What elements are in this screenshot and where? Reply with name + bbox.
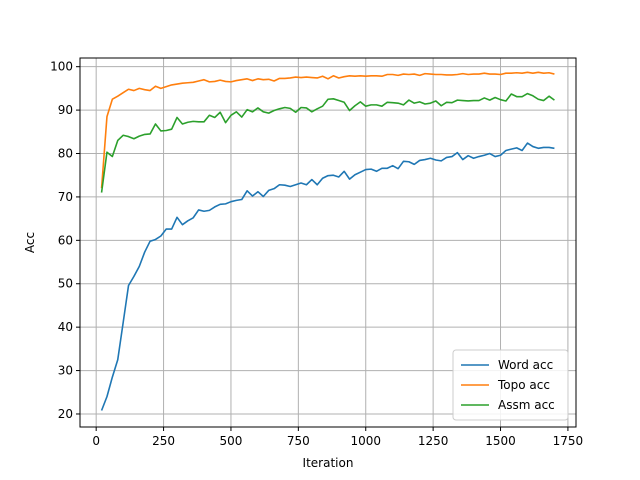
y-tick-label: 50: [58, 277, 73, 291]
x-tick-label: 1500: [485, 434, 516, 448]
y-axis-label: Acc: [23, 232, 37, 253]
x-tick-label: 500: [220, 434, 243, 448]
y-tick-label: 90: [58, 103, 73, 117]
legend-label: Word acc: [498, 358, 553, 372]
y-tick-label: 20: [58, 407, 73, 421]
plot-lines: [100, 71, 555, 411]
series-line-0: [100, 142, 555, 411]
legend-label: Topo acc: [497, 378, 550, 392]
y-tick-label: 70: [58, 190, 73, 204]
x-tick-label: 250: [152, 434, 175, 448]
y-tick-label: 30: [58, 364, 73, 378]
x-tick-label: 1000: [350, 434, 381, 448]
y-tick-label: 80: [58, 147, 73, 161]
plot-frame: [79, 57, 577, 428]
x-tick-label: 1750: [553, 434, 584, 448]
x-tick-label: 0: [92, 434, 100, 448]
legend-label: Assm acc: [498, 398, 555, 412]
x-tick-label: 1250: [418, 434, 449, 448]
y-tick-label: 100: [50, 60, 73, 74]
y-tick-label: 60: [58, 233, 73, 247]
x-tick-label: 750: [287, 434, 310, 448]
series-line-1: [100, 71, 555, 189]
axis-ticks: 0 250 500 750 1000 1250 1500 1750 20 30 40 50 60 70 80…: [50, 60, 583, 448]
legend-box: [452, 349, 569, 421]
y-tick-label: 40: [58, 320, 73, 334]
x-axis-label: Iteration: [303, 456, 354, 470]
legend: Word acc Topo acc Assm acc: [452, 349, 569, 421]
series-line-2: [100, 92, 555, 193]
